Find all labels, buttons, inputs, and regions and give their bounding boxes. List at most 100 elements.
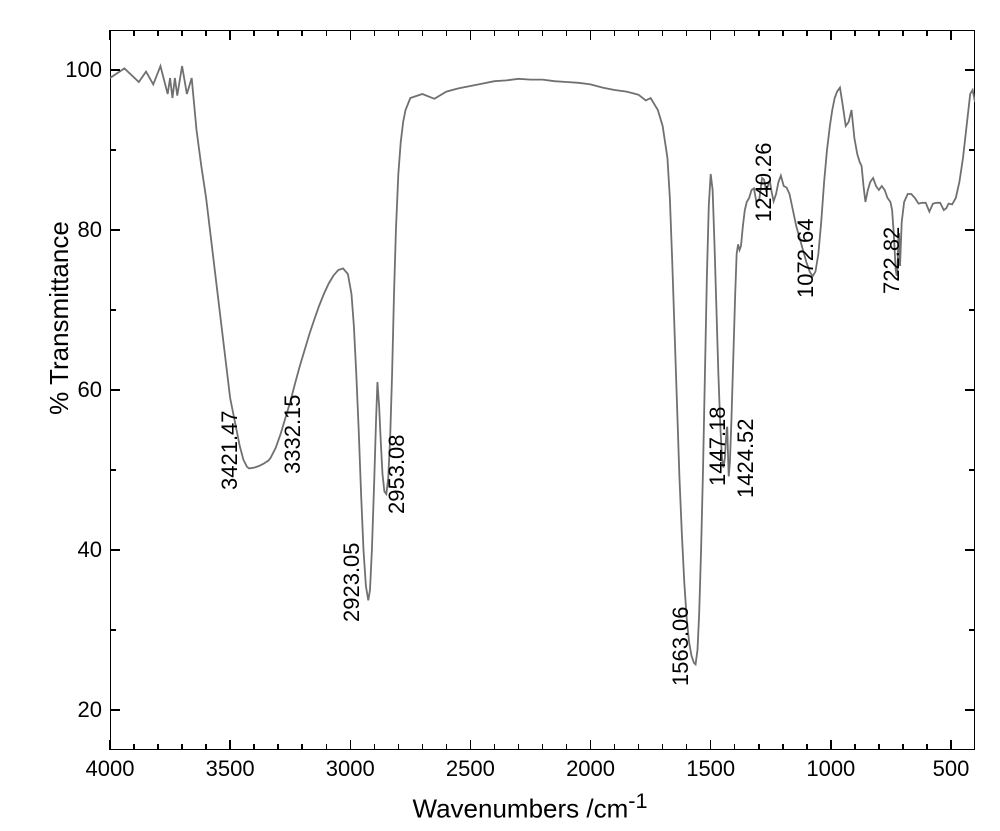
x-tick-minor — [638, 30, 640, 36]
peak-label: 3421.47 — [217, 410, 243, 490]
x-tick-minor — [662, 30, 664, 36]
x-tick-minor — [133, 30, 135, 36]
x-tick-minor — [398, 30, 400, 36]
x-tick-minor — [686, 30, 688, 36]
x-tick-major — [109, 30, 111, 40]
x-tick-label: 3500 — [206, 756, 255, 782]
y-tick-minor — [110, 629, 116, 631]
x-axis-label: Wavenumbers /cm-1 — [413, 788, 648, 825]
x-tick-minor — [374, 30, 376, 36]
x-tick-major — [590, 30, 592, 40]
x-tick-minor — [662, 744, 664, 750]
spectrum-svg — [0, 0, 1000, 831]
x-tick-major — [470, 740, 472, 750]
x-tick-major — [830, 740, 832, 750]
x-tick-label: 500 — [933, 756, 970, 782]
x-tick-minor — [277, 744, 279, 750]
y-tick-major — [965, 389, 975, 391]
x-tick-minor — [422, 744, 424, 750]
x-tick-minor — [494, 30, 496, 36]
x-tick-minor — [398, 744, 400, 750]
y-tick-minor — [110, 309, 116, 311]
x-tick-major — [470, 30, 472, 40]
x-tick-minor — [253, 744, 255, 750]
y-tick-label: 60 — [78, 377, 102, 403]
x-tick-minor — [878, 30, 880, 36]
x-tick-minor — [446, 744, 448, 750]
y-axis-label-text: % Transmittance — [44, 221, 74, 415]
x-tick-label: 1500 — [686, 756, 735, 782]
x-tick-minor — [926, 744, 928, 750]
x-tick-minor — [301, 744, 303, 750]
x-tick-major — [950, 740, 952, 750]
x-tick-minor — [157, 30, 159, 36]
x-tick-minor — [734, 30, 736, 36]
peak-label: 1424.52 — [733, 418, 759, 498]
x-tick-minor — [494, 744, 496, 750]
x-tick-minor — [806, 744, 808, 750]
x-tick-minor — [878, 744, 880, 750]
x-tick-minor — [326, 30, 328, 36]
y-tick-major — [110, 549, 120, 551]
x-tick-minor — [374, 744, 376, 750]
x-tick-major — [710, 30, 712, 40]
x-tick-minor — [133, 744, 135, 750]
x-tick-minor — [205, 30, 207, 36]
x-tick-label: 2000 — [566, 756, 615, 782]
y-tick-major — [965, 549, 975, 551]
x-tick-minor — [926, 30, 928, 36]
y-tick-major — [965, 709, 975, 711]
y-tick-label: 80 — [78, 217, 102, 243]
x-tick-major — [590, 740, 592, 750]
x-tick-minor — [326, 744, 328, 750]
x-tick-minor — [902, 30, 904, 36]
x-tick-minor — [614, 30, 616, 36]
x-tick-label: 2500 — [446, 756, 495, 782]
spectrum-line — [110, 66, 975, 664]
x-tick-major — [229, 30, 231, 40]
x-tick-minor — [758, 30, 760, 36]
y-tick-minor — [110, 469, 116, 471]
x-tick-minor — [542, 30, 544, 36]
y-tick-major — [110, 229, 120, 231]
x-tick-minor — [542, 744, 544, 750]
x-tick-minor — [758, 744, 760, 750]
peak-label: 3332.15 — [280, 394, 306, 474]
peak-label: 1447.18 — [705, 406, 731, 486]
x-tick-minor — [734, 744, 736, 750]
x-tick-minor — [902, 744, 904, 750]
x-tick-minor — [446, 30, 448, 36]
y-tick-label: 40 — [78, 537, 102, 563]
peak-label: 1072.64 — [793, 218, 819, 298]
x-tick-minor — [782, 744, 784, 750]
x-tick-minor — [614, 744, 616, 750]
x-tick-label: 3000 — [326, 756, 375, 782]
x-tick-major — [950, 30, 952, 40]
peak-label: 1563.06 — [668, 606, 694, 686]
y-tick-major — [965, 229, 975, 231]
x-tick-minor — [301, 30, 303, 36]
x-tick-minor — [566, 744, 568, 750]
y-axis-label: % Transmittance — [44, 218, 75, 418]
x-axis-label-super: -1 — [628, 788, 647, 813]
x-tick-minor — [205, 744, 207, 750]
x-tick-minor — [518, 744, 520, 750]
x-tick-minor — [854, 30, 856, 36]
x-tick-minor — [686, 744, 688, 750]
x-tick-label: 4000 — [86, 756, 135, 782]
y-tick-minor — [969, 629, 975, 631]
x-tick-label: 1000 — [806, 756, 855, 782]
x-tick-major — [710, 740, 712, 750]
x-tick-major — [350, 30, 352, 40]
x-tick-minor — [181, 744, 183, 750]
x-tick-major — [109, 740, 111, 750]
peak-label: 2953.08 — [384, 434, 410, 514]
y-tick-major — [965, 69, 975, 71]
x-tick-minor — [181, 30, 183, 36]
y-tick-minor — [110, 149, 116, 151]
x-tick-minor — [253, 30, 255, 36]
y-tick-label: 100 — [65, 57, 102, 83]
x-tick-major — [229, 740, 231, 750]
x-axis-label-text: Wavenumbers /cm — [413, 794, 629, 824]
peak-label: 722.82 — [879, 227, 905, 294]
